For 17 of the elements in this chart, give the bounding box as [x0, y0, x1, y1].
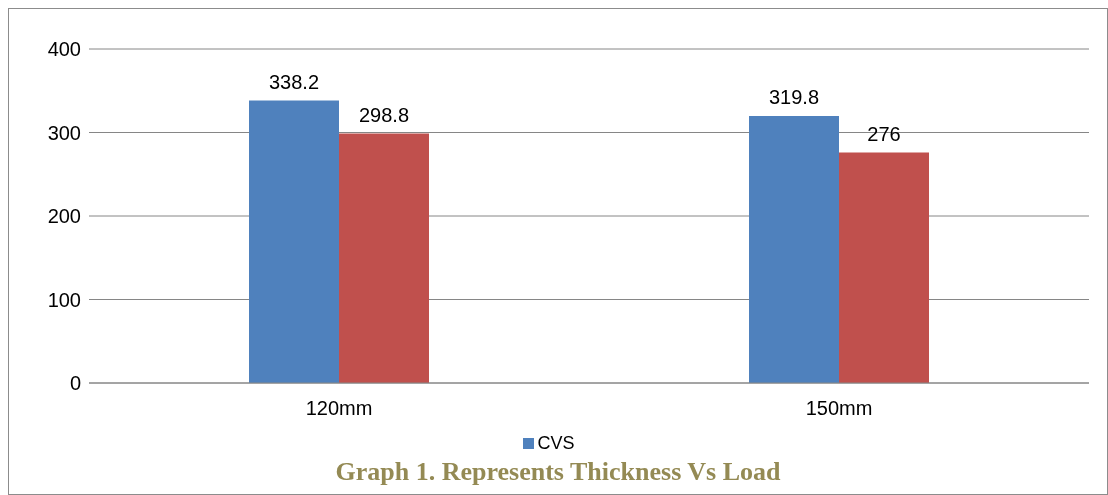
data-label: 276	[867, 122, 901, 145]
y-tick-label: 200	[47, 205, 81, 228]
bar	[839, 152, 929, 383]
data-label: 338.2	[268, 70, 320, 93]
y-tick-label: 300	[47, 121, 81, 144]
y-tick-label: 400	[47, 38, 81, 61]
data-label: 298.8	[358, 103, 410, 126]
bar	[339, 133, 429, 383]
x-tick-label: 150mm	[805, 397, 873, 420]
y-tick-label: 100	[47, 288, 81, 311]
text: Graph 1. Represents Thickness Vs Load	[334, 457, 782, 487]
x-tick-label: 120mm	[305, 397, 373, 420]
y-tick-label: 0	[69, 372, 81, 395]
bar	[249, 100, 339, 383]
bar	[749, 115, 839, 383]
data-label: 319.8	[768, 85, 820, 108]
legend-label: CVS	[537, 433, 575, 454]
